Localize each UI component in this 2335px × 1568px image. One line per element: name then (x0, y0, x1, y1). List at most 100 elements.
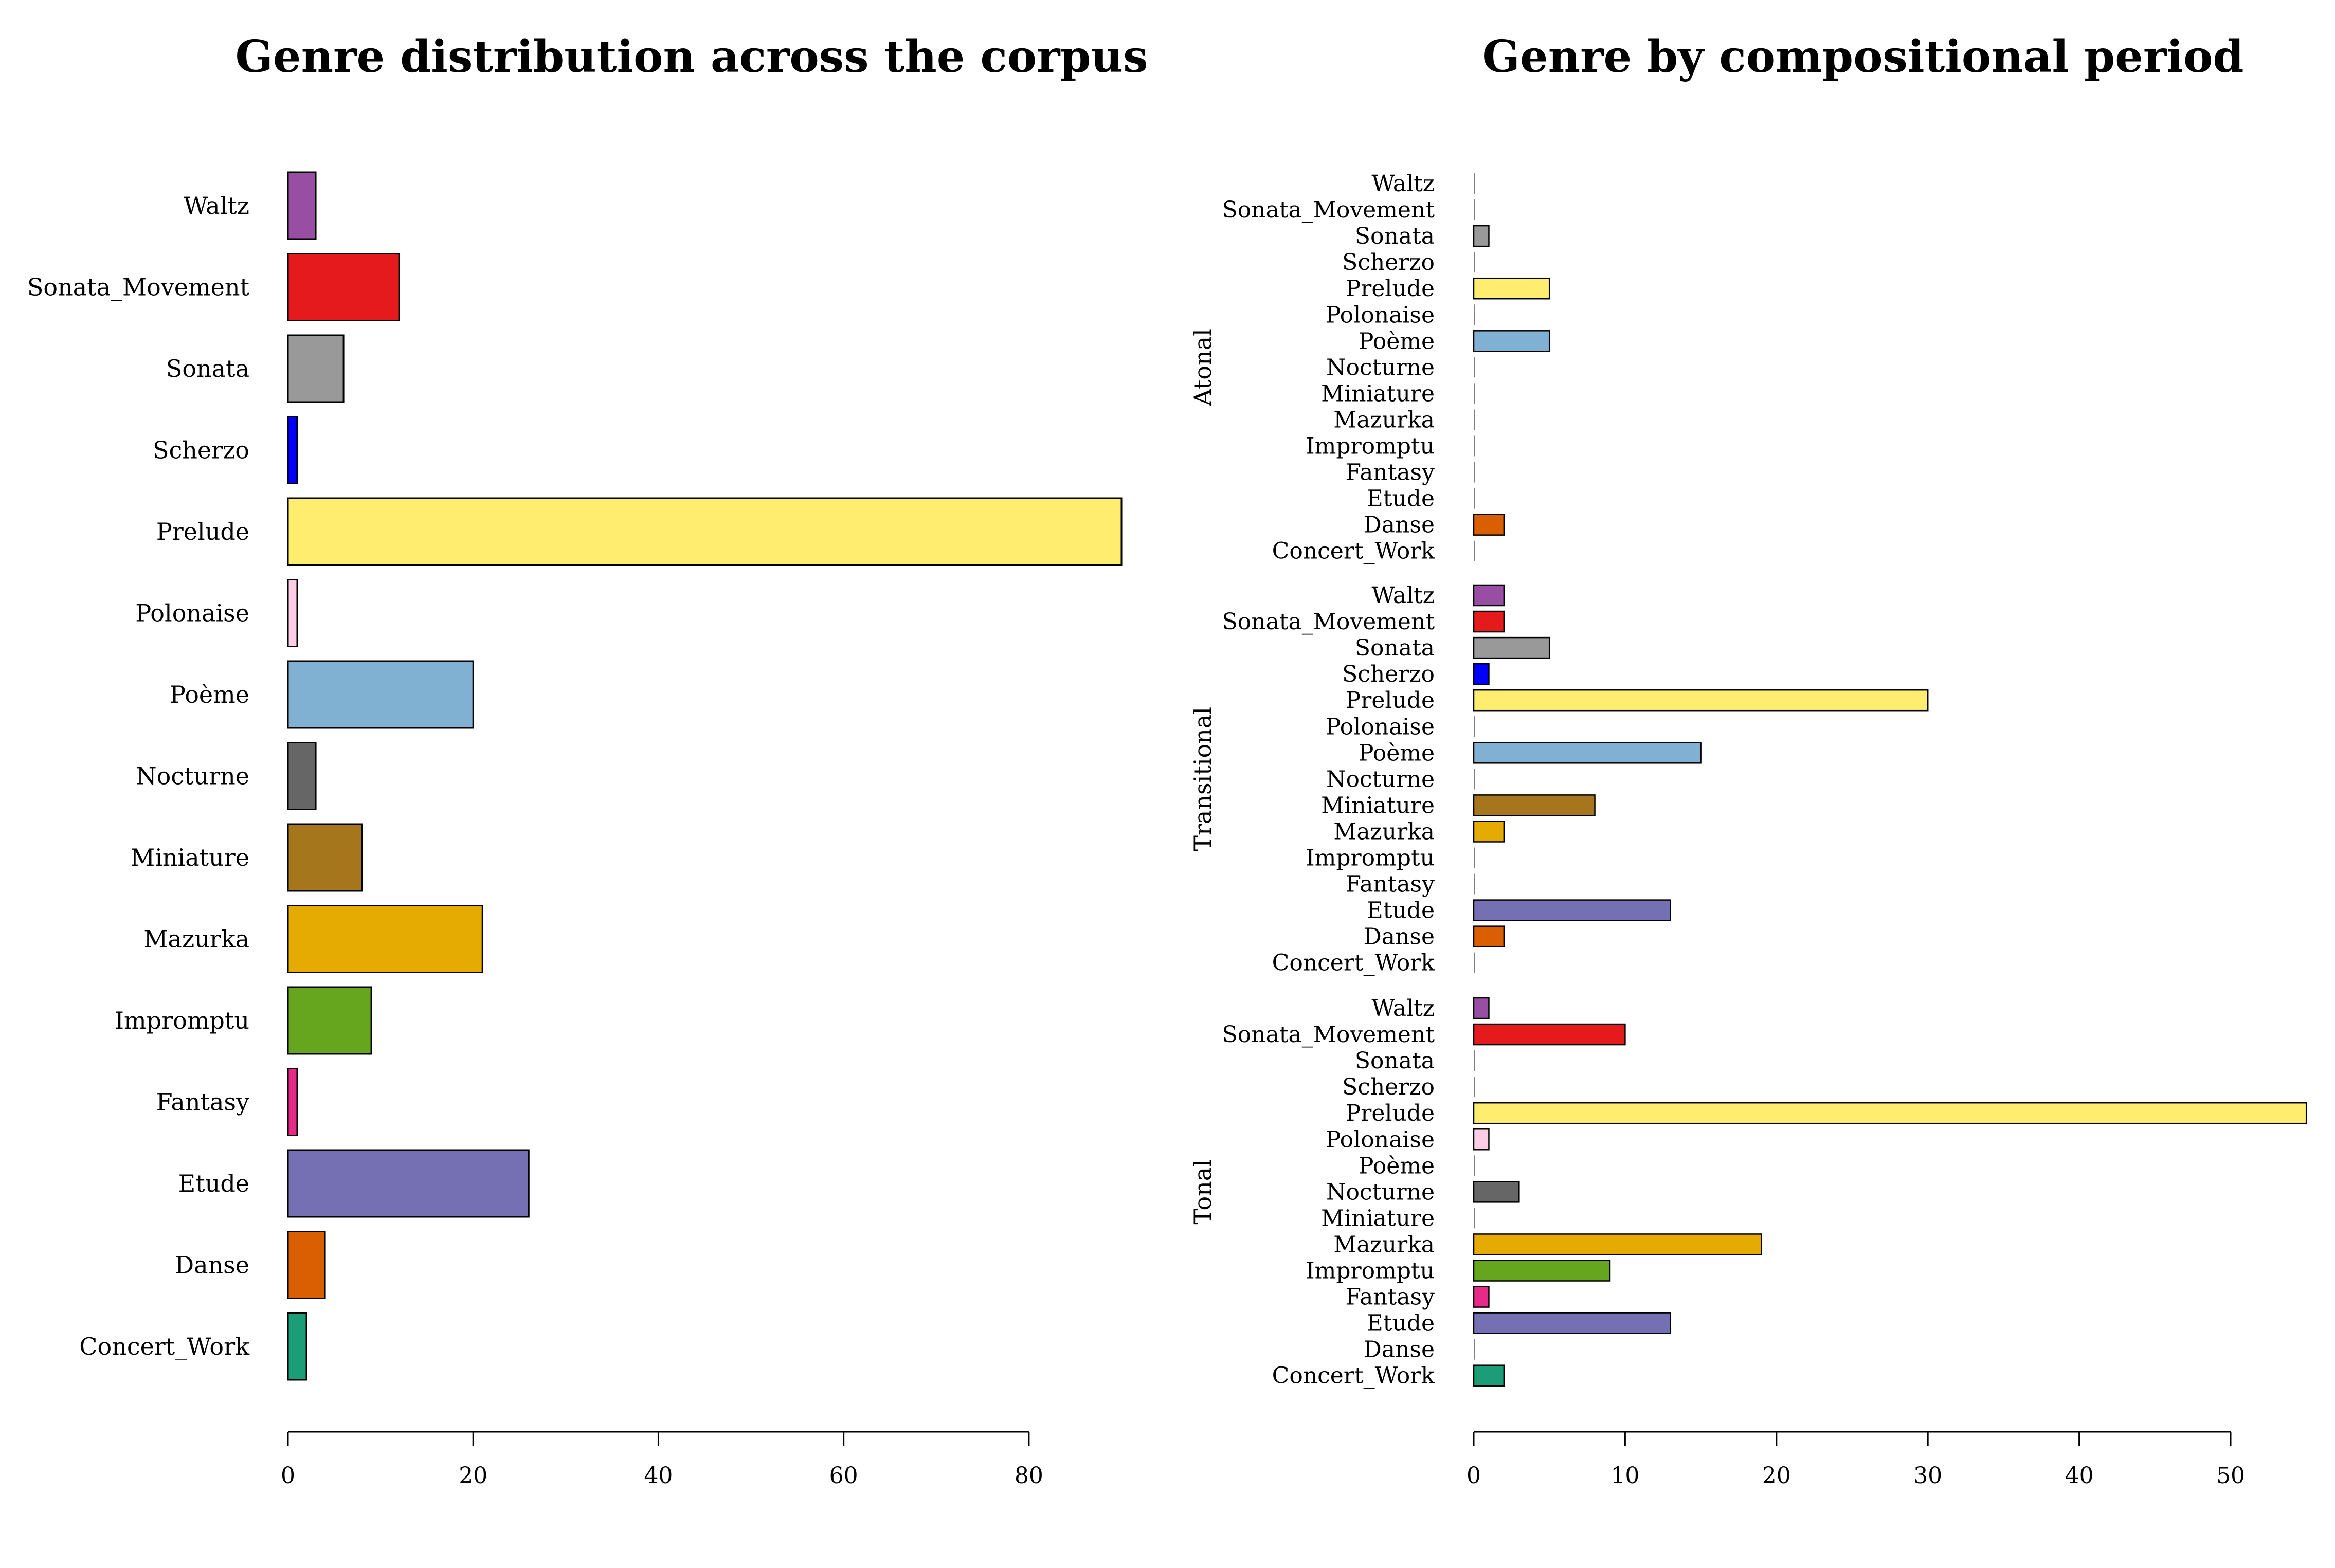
category-label-transitional-prelude: Prelude (1346, 687, 1435, 714)
bar-atonal-fantasy (1474, 462, 1475, 483)
bar-atonal-polonaise (1474, 304, 1475, 325)
bar-fantasy (287, 1068, 298, 1136)
bar-atonal-nocturne (1474, 357, 1475, 378)
bar-tonal-po-me (1474, 1155, 1475, 1176)
category-label-tonal-polonaise: Polonaise (1326, 1126, 1435, 1153)
category-label-atonal-danse: Danse (1364, 512, 1435, 538)
category-label-tonal-po-me: Poème (1359, 1153, 1435, 1179)
category-label-transitional-waltz: Waltz (1371, 582, 1435, 609)
bar-transitional-danse (1473, 925, 1505, 947)
bar-transitional-fantasy (1474, 873, 1475, 895)
category-label-impromptu: Impromptu (115, 1007, 249, 1034)
period-group-labels: Atonal Transitional Tonal (1189, 329, 1217, 1224)
period-x-axis: 0 10 20 30 40 50 (1467, 1431, 2245, 1489)
bar-atonal-etude (1474, 488, 1475, 509)
period-category-labels: Concert_WorkDanseEtudeFantasyImpromptuMa… (1222, 171, 1435, 1389)
corpus-chart-title: Genre distribution across the corpus (235, 31, 1148, 83)
category-label-transitional-scherzo: Scherzo (1342, 661, 1435, 687)
category-label-atonal-fantasy: Fantasy (1346, 460, 1435, 486)
bar-transitional-prelude (1473, 689, 1929, 712)
bar-transitional-concert-work (1474, 952, 1475, 973)
x-tick-label-40: 40 (644, 1463, 673, 1489)
category-label-fantasy: Fantasy (156, 1088, 249, 1116)
bar-atonal-miniature (1474, 383, 1475, 404)
bar-tonal-concert-work (1473, 1364, 1505, 1387)
corpus-genre-chart: Genre distribution across the corpus Con… (27, 31, 1148, 1489)
bar-po-me (287, 660, 474, 729)
bar-atonal-concert-work (1474, 540, 1475, 561)
category-label-prelude: Prelude (156, 518, 249, 545)
category-label-po-me: Poème (170, 681, 249, 708)
bar-transitional-waltz (1473, 584, 1505, 607)
bar-transitional-etude (1473, 899, 1671, 921)
bar-transitional-mazurka (1473, 821, 1505, 843)
category-label-tonal-nocturne: Nocturne (1326, 1179, 1435, 1205)
x-tick-label-20: 20 (1762, 1463, 1791, 1489)
x-tick-label-40: 40 (2065, 1463, 2094, 1489)
category-label-transitional-polonaise: Polonaise (1326, 714, 1435, 740)
category-label-tonal-sonata-movement: Sonata_Movement (1222, 1022, 1435, 1048)
bar-atonal-scherzo (1474, 252, 1475, 273)
corpus-x-axis: 0 20 40 60 80 (281, 1431, 1043, 1489)
bar-atonal-po-me (1473, 330, 1550, 352)
category-label-tonal-miniature: Miniature (1321, 1205, 1435, 1231)
bar-transitional-sonata-movement (1473, 610, 1505, 633)
period-bars (1473, 173, 2307, 1387)
category-label-atonal-impromptu: Impromptu (1306, 433, 1435, 460)
bar-etude (287, 1149, 530, 1218)
group-label-transitional: Transitional (1189, 707, 1217, 851)
corpus-category-labels: Concert_Work Danse Etude Fantasy Impromptu Ma… (27, 192, 250, 1360)
corpus-bars (287, 171, 1123, 1381)
category-label-polonaise: Polonaise (135, 599, 249, 627)
category-label-tonal-scherzo: Scherzo (1342, 1074, 1435, 1100)
category-label-miniature: Miniature (131, 844, 249, 871)
bar-tonal-mazurka (1473, 1233, 1762, 1255)
bar-transitional-scherzo (1473, 663, 1490, 685)
group-label-atonal: Atonal (1189, 329, 1217, 406)
bar-nocturne (287, 742, 317, 810)
category-label-scherzo: Scherzo (153, 436, 249, 464)
category-label-tonal-danse: Danse (1364, 1337, 1435, 1363)
category-label-concert-work: Concert_Work (79, 1333, 250, 1360)
bar-prelude (287, 497, 1123, 566)
category-label-atonal-sonata-movement: Sonata_Movement (1222, 197, 1435, 223)
bar-tonal-fantasy (1473, 1286, 1490, 1308)
bar-tonal-sonata (1474, 1050, 1475, 1071)
category-label-tonal-concert-work: Concert_Work (1272, 1363, 1435, 1389)
bar-tonal-etude (1473, 1312, 1671, 1334)
category-label-tonal-mazurka: Mazurka (1333, 1231, 1435, 1257)
bar-concert-work (287, 1312, 307, 1381)
bar-tonal-sonata-movement (1473, 1023, 1626, 1046)
bar-transitional-nocturne (1474, 769, 1475, 790)
bar-scherzo (287, 416, 298, 484)
category-label-transitional-nocturne: Nocturne (1326, 766, 1435, 792)
category-label-danse: Danse (175, 1251, 249, 1279)
bar-sonata (287, 334, 345, 403)
bar-tonal-polonaise (1473, 1128, 1490, 1151)
category-label-tonal-etude: Etude (1367, 1310, 1435, 1337)
category-label-etude: Etude (178, 1170, 249, 1197)
bar-atonal-impromptu (1474, 435, 1475, 457)
category-label-transitional-etude: Etude (1367, 898, 1435, 924)
category-label-transitional-danse: Danse (1364, 924, 1435, 950)
bar-atonal-waltz (1474, 173, 1475, 194)
category-label-transitional-miniature: Miniature (1321, 792, 1435, 818)
bar-tonal-impromptu (1473, 1260, 1611, 1282)
bar-atonal-mazurka (1474, 409, 1475, 430)
category-label-tonal-prelude: Prelude (1346, 1100, 1435, 1126)
x-tick-label-0: 0 (281, 1463, 295, 1489)
category-label-transitional-fantasy: Fantasy (1346, 871, 1435, 898)
bar-transitional-polonaise (1474, 716, 1475, 737)
category-label-atonal-etude: Etude (1367, 486, 1435, 512)
category-label-atonal-nocturne: Nocturne (1326, 354, 1435, 380)
bar-sonata-movement (287, 253, 400, 321)
bar-miniature (287, 823, 363, 892)
period-genre-chart: Genre by compositional period Concert_Wo… (1189, 31, 2307, 1489)
x-tick-label-10: 10 (1610, 1463, 1639, 1489)
category-label-transitional-po-me: Poème (1359, 740, 1435, 766)
category-label-transitional-impromptu: Impromptu (1306, 845, 1435, 871)
category-label-nocturne: Nocturne (136, 762, 249, 790)
category-label-waltz: Waltz (184, 192, 249, 220)
category-label-sonata: Sonata (166, 355, 249, 382)
